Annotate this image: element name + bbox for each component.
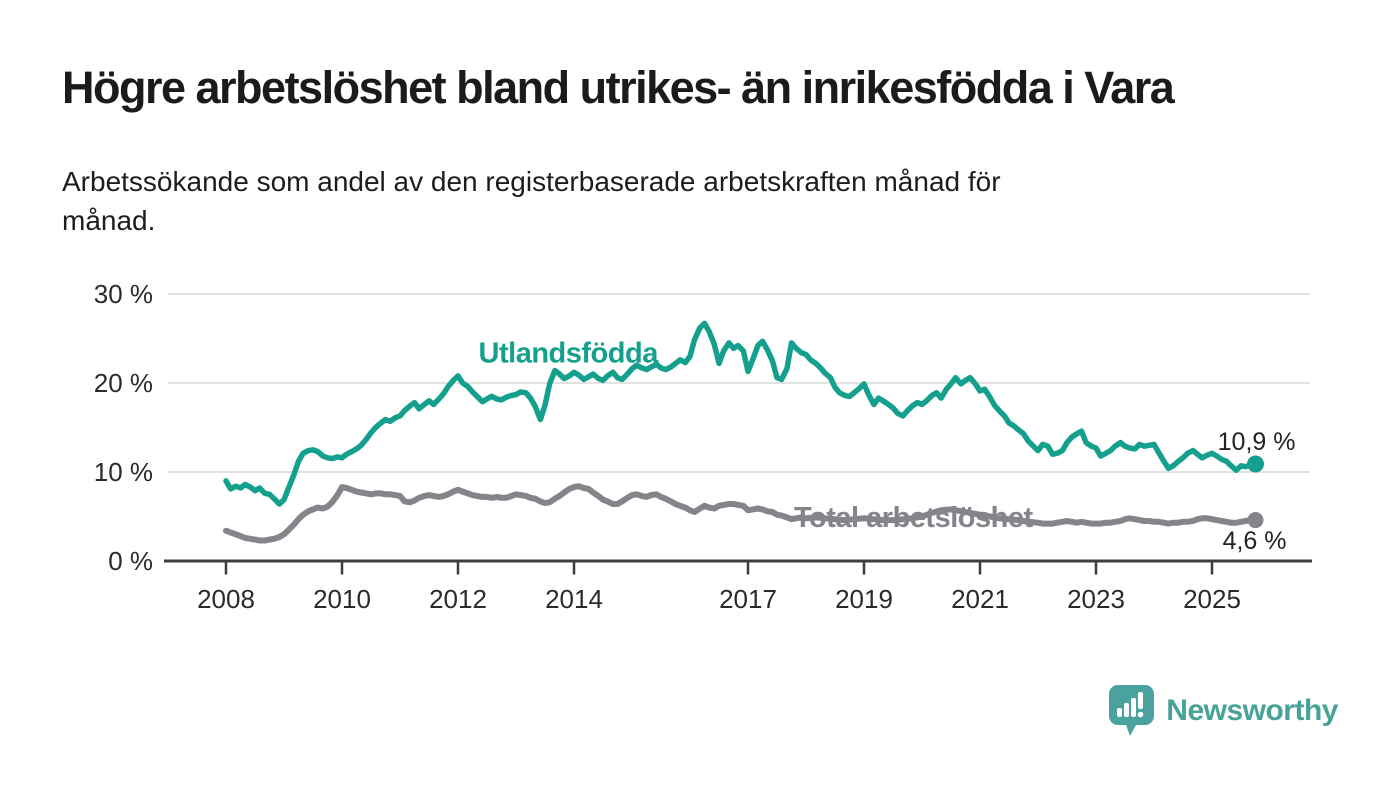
y-tick-label-10: 10 % [94,457,153,487]
series-end-value-utlandsfodda: 10,9 % [1218,428,1296,456]
page-title: Högre arbetslöshet bland utrikes- än inr… [62,62,1175,113]
y-tick-label-20: 20 % [94,368,153,398]
newsworthy-logo: Newsworthy [1108,684,1338,737]
bar-chart-speech-bubble-icon [1109,685,1155,736]
y-tick-label-0: 0 % [108,546,153,576]
x-tick-label-2012: 2012 [429,584,487,614]
chart-subtitle-line1: Arbetssökande som andel av den registerb… [62,166,1001,197]
series-end-dot-utlandsfodda [1247,455,1264,473]
y-tick-label-30: 30 % [94,279,153,309]
series-line-total [223,483,1259,544]
x-tick-label-2021: 2021 [951,584,1009,614]
series-end-dot-total [1247,512,1264,529]
x-tick-label-2010: 2010 [313,584,371,614]
series-end-value-total: 4,6 % [1223,527,1287,555]
series-label-utlandsfodda: Utlandsfödda [479,338,660,370]
series-line-utlandsfodda [223,320,1259,507]
x-tick-label-2023: 2023 [1067,584,1125,614]
chart-subtitle: Arbetssökande som andel av den registerb… [62,162,1322,240]
newsworthy-logo-text: Newsworthy [1166,693,1338,727]
chart-subtitle-line2: månad. [62,205,156,236]
x-tick-label-2019: 2019 [835,584,893,614]
x-tick-label-2008: 2008 [197,584,255,614]
logo-bars [1117,692,1144,718]
x-tick-label-2017: 2017 [719,584,777,614]
x-tick-label-2025: 2025 [1183,584,1241,614]
x-tick-label-2014: 2014 [545,584,603,614]
series-label-total: Total arbetslöshet [794,502,1033,534]
